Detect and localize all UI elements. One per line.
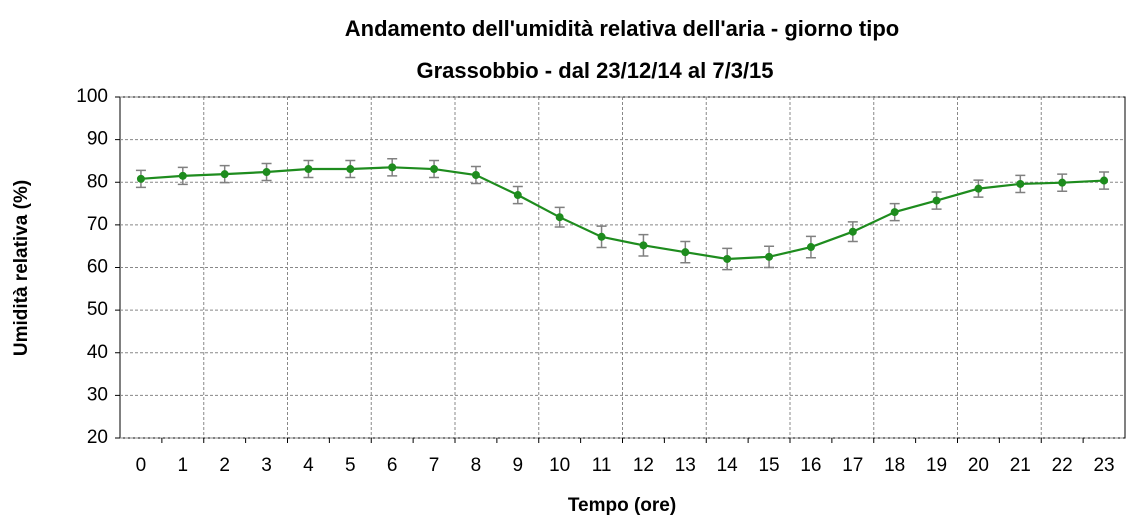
y-tick-label: 40 — [87, 342, 108, 363]
x-tick-label: 0 — [136, 455, 147, 476]
x-tick-label: 3 — [261, 455, 272, 476]
x-tick-label: 22 — [1052, 455, 1073, 476]
y-axis-label: Umidità relativa (%) — [11, 180, 32, 356]
data-point — [890, 208, 899, 217]
x-tick-label: 16 — [800, 455, 821, 476]
data-point — [681, 248, 690, 257]
x-tick-label: 5 — [345, 455, 356, 476]
x-tick-label: 9 — [513, 455, 524, 476]
data-point — [220, 170, 229, 179]
data-point — [513, 191, 522, 200]
y-tick-label: 90 — [87, 129, 108, 150]
data-point — [430, 165, 439, 174]
y-tick-label: 50 — [87, 299, 108, 320]
x-tick-label: 21 — [1010, 455, 1031, 476]
x-tick-label: 20 — [968, 455, 989, 476]
data-line — [140, 166, 1105, 261]
x-tick-label: 19 — [926, 455, 947, 476]
x-tick-label: 2 — [219, 455, 230, 476]
x-tick-label: 23 — [1093, 455, 1114, 476]
data-point — [304, 165, 313, 174]
data-point — [136, 174, 145, 183]
x-axis-label: Tempo (ore) — [568, 495, 676, 516]
data-point — [723, 254, 732, 263]
x-tick-label: 10 — [549, 455, 570, 476]
x-tick-label: 1 — [178, 455, 189, 476]
data-point — [765, 252, 774, 261]
data-point — [932, 196, 941, 205]
x-tick-label: 12 — [633, 455, 654, 476]
data-point — [1058, 178, 1067, 187]
data-point — [262, 168, 271, 177]
y-tick-label: 60 — [87, 257, 108, 278]
x-tick-label: 15 — [758, 455, 779, 476]
x-tick-label: 13 — [675, 455, 696, 476]
chart-title: Andamento dell'umidità relativa dell'ari… — [345, 16, 899, 41]
x-tick-label: 6 — [387, 455, 398, 476]
data-point — [639, 241, 648, 250]
data-point — [346, 165, 355, 174]
data-point — [555, 213, 564, 222]
data-point — [806, 243, 815, 252]
y-tick-label: 70 — [87, 214, 108, 235]
data-point — [1100, 176, 1109, 185]
x-tick-label: 11 — [592, 455, 612, 476]
data-point — [974, 184, 983, 193]
chart-subtitle: Grassobbio - dal 23/12/14 al 7/3/15 — [416, 58, 773, 83]
data-point — [178, 171, 187, 180]
x-tick-label: 8 — [471, 455, 482, 476]
x-tick-label: 18 — [884, 455, 905, 476]
data-point — [388, 163, 397, 172]
data-point — [471, 171, 480, 180]
x-tick-label: 4 — [303, 455, 314, 476]
x-tick-label: 14 — [717, 455, 739, 476]
x-tick-label: 17 — [842, 455, 863, 476]
y-tick-label: 30 — [87, 384, 108, 405]
y-tick-label: 20 — [87, 427, 108, 448]
data-point — [1016, 179, 1025, 188]
data-point — [597, 232, 606, 241]
x-tick-label: 7 — [429, 455, 440, 476]
y-tick-label: 80 — [87, 171, 108, 192]
y-tick-label: 100 — [76, 86, 108, 107]
data-point — [848, 227, 857, 236]
